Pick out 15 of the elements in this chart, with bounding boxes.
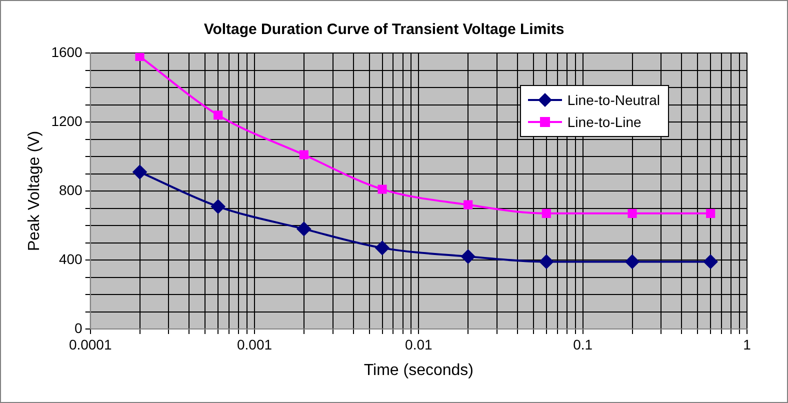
x-tick-label: 0.0001 <box>68 336 112 352</box>
y-tick-label: 1600 <box>51 44 83 60</box>
legend-label: Line-to-Neutral <box>567 92 660 108</box>
x-tick-label: 1 <box>743 336 752 352</box>
y-tick-label: 800 <box>58 182 83 198</box>
chart-title: Voltage Duration Curve of Transient Voltage Limits <box>204 21 564 38</box>
y-tick-label: 1200 <box>51 112 83 129</box>
legend-label: Line-to-Line <box>567 114 642 130</box>
x-tick-label: 0.1 <box>573 336 593 352</box>
x-tick-label: 0.01 <box>405 336 433 352</box>
x-axis-title: Time (seconds) <box>364 362 474 379</box>
y-axis-title: Peak Voltage (V) <box>26 130 44 252</box>
x-tick-label: 0.001 <box>236 336 272 352</box>
y-tick-label: 400 <box>58 250 83 267</box>
y-tick-label: 0 <box>74 320 83 336</box>
